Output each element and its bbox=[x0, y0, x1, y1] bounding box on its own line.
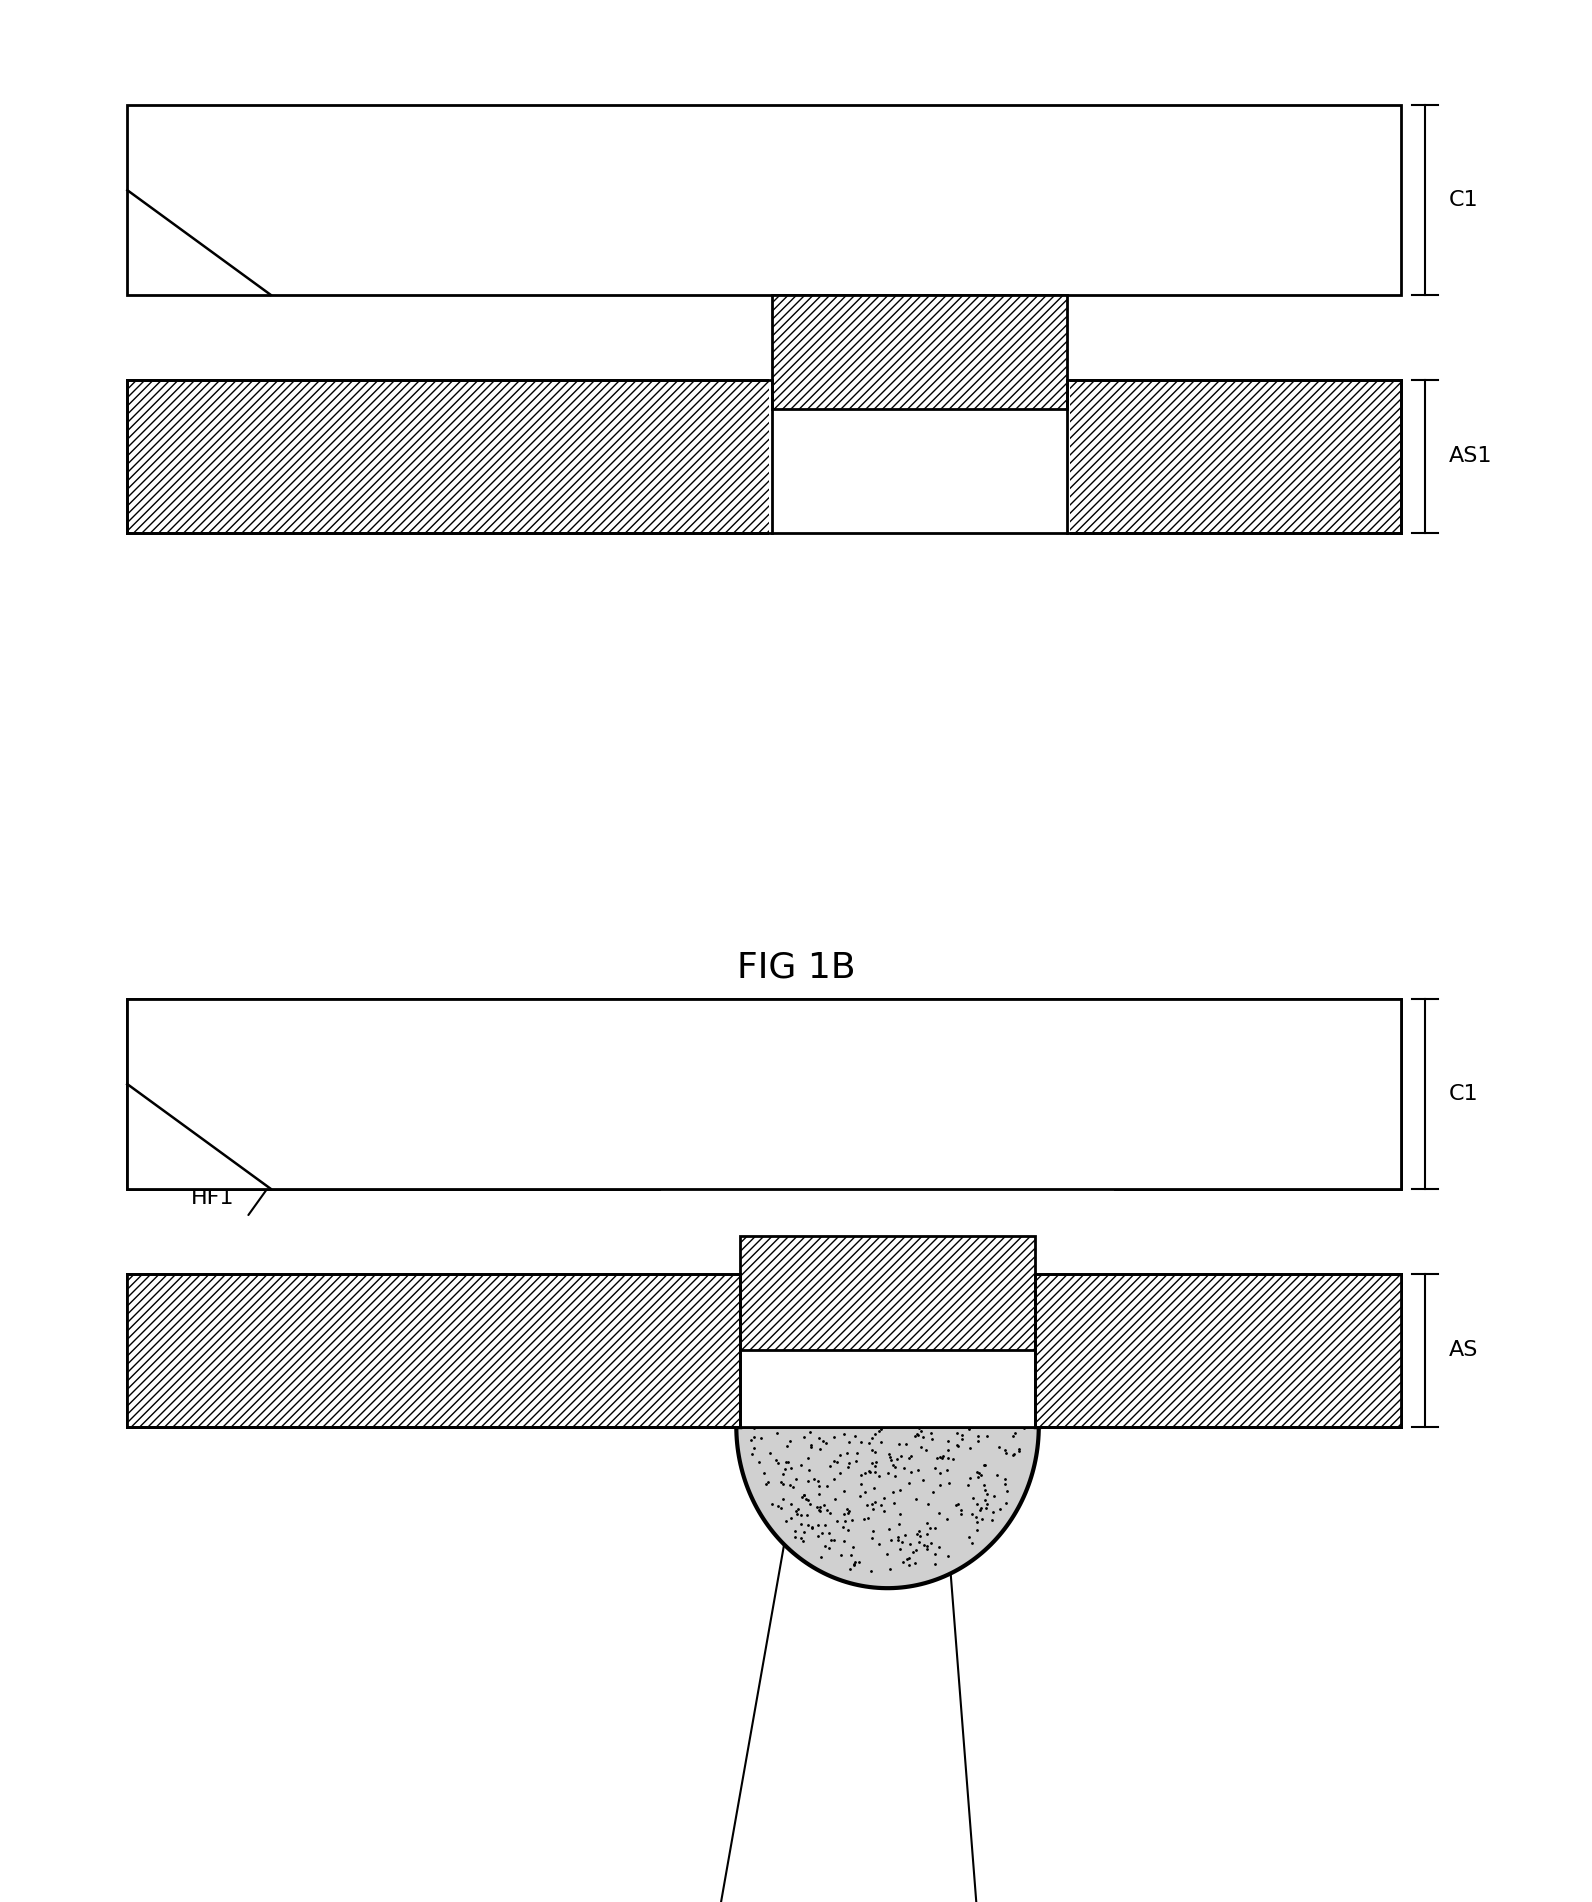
Polygon shape bbox=[736, 1426, 1038, 1588]
Bar bbox=[772, 295, 1067, 409]
Text: HF1: HF1 bbox=[191, 238, 234, 257]
Bar bbox=[737, 1271, 1038, 1430]
Text: HF1: HF1 bbox=[191, 1189, 234, 1208]
Bar bbox=[127, 1274, 740, 1426]
Bar bbox=[1035, 1274, 1401, 1426]
Bar bbox=[127, 999, 1401, 1189]
Text: C1: C1 bbox=[1449, 1084, 1479, 1103]
Bar bbox=[769, 377, 1070, 536]
Bar bbox=[127, 380, 772, 533]
Bar bbox=[127, 1274, 740, 1426]
Bar bbox=[740, 1236, 1035, 1350]
Bar bbox=[661, 1179, 1114, 1426]
Bar bbox=[1067, 380, 1401, 533]
Bar bbox=[127, 999, 1401, 1189]
Text: AS1: AS1 bbox=[1449, 447, 1492, 466]
Text: C1: C1 bbox=[1449, 190, 1479, 209]
Text: KF1: KF1 bbox=[836, 238, 877, 257]
Bar bbox=[127, 105, 1401, 295]
Text: AS: AS bbox=[1449, 1341, 1477, 1360]
Text: KF1: KF1 bbox=[828, 1189, 869, 1208]
Text: FIG 1B: FIG 1B bbox=[737, 951, 855, 985]
Text: FIG 1A: FIG 1A bbox=[737, 133, 855, 167]
Bar bbox=[1035, 1274, 1401, 1426]
